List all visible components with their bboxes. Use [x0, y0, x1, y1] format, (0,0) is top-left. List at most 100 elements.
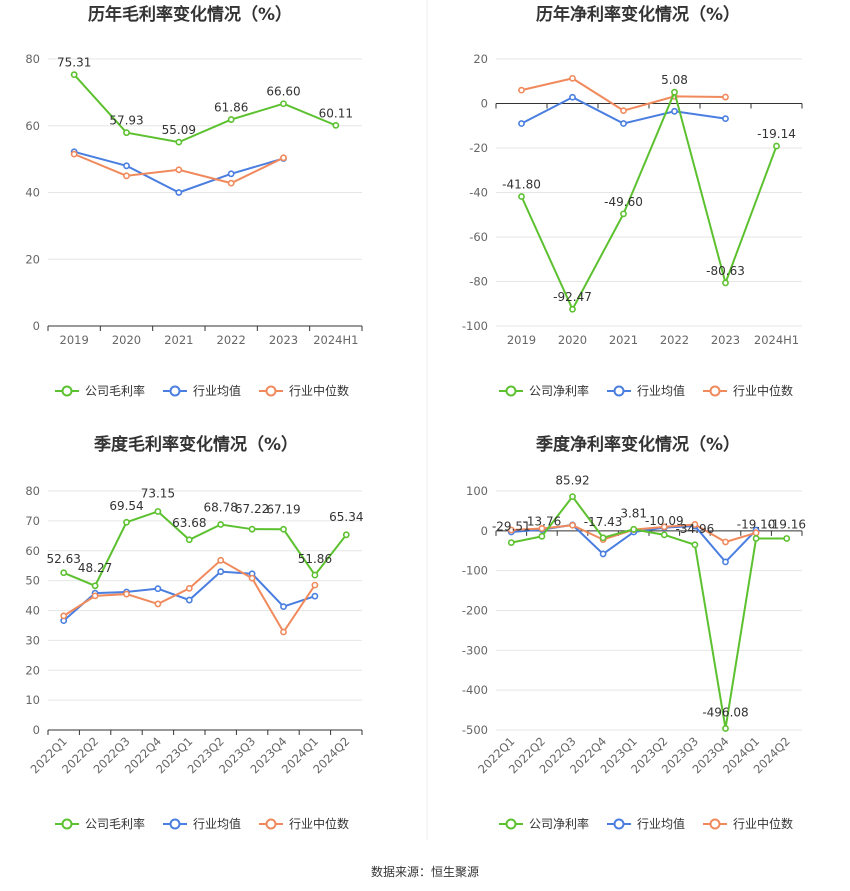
data-point [722, 538, 729, 546]
data-label: -19.10 [737, 517, 776, 531]
data-label: 75.31 [57, 56, 91, 70]
data-label: -29.51 [492, 520, 531, 534]
legend-swatch-marker [169, 818, 181, 830]
data-point [620, 120, 627, 127]
data-point [538, 525, 546, 532]
chart-annual-gross[interactable]: 历年毛利率变化情况（%） 0 20 40 60 80 2019 2020 2021 2022 202… [25, 4, 363, 398]
x-tick-label: 2024H1 [313, 333, 358, 347]
data-label: 73.15 [141, 486, 175, 500]
data-point [599, 550, 607, 558]
legend-item-1[interactable]: 行业均值 [163, 816, 241, 831]
data-label: -10.09 [645, 514, 684, 528]
y-tick-label: -100 [462, 564, 488, 578]
data-point [569, 521, 576, 529]
data-point [671, 88, 678, 96]
y-tick-label: 80 [25, 52, 40, 66]
data-point [332, 121, 340, 129]
y-tick-label: 50 [25, 574, 40, 588]
legend-item-0[interactable]: 公司毛利率 [55, 816, 145, 831]
y-tick-label: 60 [25, 119, 40, 133]
legend-item-0[interactable]: 公司毛利率 [55, 383, 145, 398]
x-tick-label: 2021 [164, 333, 193, 347]
data-point [311, 571, 319, 579]
data-point [227, 170, 235, 178]
y-tick-label: 70 [25, 514, 40, 528]
data-point [518, 120, 525, 127]
legend-swatch-marker [265, 385, 277, 397]
data-point [175, 138, 183, 146]
legend-label: 公司净利率 [529, 816, 589, 831]
data-point [599, 534, 607, 542]
y-tick-label: -20 [469, 141, 488, 155]
legend-swatch-marker [709, 818, 721, 830]
legend-item-2[interactable]: 行业中位数 [703, 816, 793, 831]
legend-swatch-marker [61, 385, 73, 397]
data-label: 48.27 [78, 561, 112, 575]
legend-item-2[interactable]: 行业中位数 [259, 816, 349, 831]
data-label: 63.68 [172, 516, 206, 530]
data-point [569, 493, 576, 501]
data-point [569, 305, 576, 313]
y-tick-label: 100 [466, 484, 488, 498]
y-tick-label: 20 [25, 252, 40, 266]
y-tick-label: -200 [462, 604, 488, 618]
data-point [722, 115, 729, 123]
data-point [185, 536, 193, 544]
data-point [342, 531, 350, 539]
data-point [569, 74, 576, 82]
legend-item-2[interactable]: 行业中位数 [703, 383, 793, 398]
legend-item-1[interactable]: 行业均值 [163, 383, 241, 398]
data-point [154, 600, 162, 608]
data-point [227, 116, 235, 123]
legend-item-1[interactable]: 行业均值 [607, 383, 685, 398]
data-label: 66.60 [266, 85, 300, 99]
legend-swatch-marker [505, 818, 517, 830]
legend-swatch-marker [265, 818, 277, 830]
legend-item-1[interactable]: 行业均值 [607, 816, 685, 831]
data-point [518, 86, 525, 94]
data-label: -17.43 [584, 515, 623, 529]
data-label: -49.60 [604, 195, 643, 209]
x-tick-label: 2022 [660, 333, 689, 347]
data-label: 67.19 [266, 502, 300, 516]
data-point [154, 508, 162, 515]
data-point [248, 525, 256, 533]
y-tick-label: 10 [25, 693, 40, 707]
data-label: 61.86 [214, 101, 248, 115]
series-line-0 [511, 494, 787, 729]
y-tick-label: 40 [25, 186, 40, 200]
x-tick-label: 2024H1 [754, 333, 799, 347]
data-point [217, 556, 225, 564]
data-point [722, 93, 729, 101]
x-tick-label: 2021 [609, 333, 638, 347]
chart-quarterly-gross[interactable]: 季度毛利率变化情况（%）010203040506070802022Q12022Q… [25, 434, 363, 831]
data-label: -92.47 [553, 290, 592, 304]
data-point [569, 93, 576, 101]
x-tick-label: 2020 [558, 333, 587, 347]
y-tick-label: 40 [25, 604, 40, 618]
data-point [91, 592, 99, 600]
y-tick-label: 60 [25, 544, 40, 558]
x-tick-label: 2019 [507, 333, 536, 347]
legend-item-0[interactable]: 公司净利率 [499, 816, 589, 831]
data-point [722, 725, 729, 732]
legend-label: 行业中位数 [733, 383, 793, 398]
series-line-0 [63, 510, 348, 588]
y-tick-label: 20 [25, 663, 40, 677]
legend-label: 行业均值 [193, 816, 241, 831]
legend-label: 公司毛利率 [85, 383, 145, 398]
y-tick-label: 30 [25, 633, 40, 647]
legend-item-2[interactable]: 行业中位数 [259, 383, 349, 398]
legend-label: 行业中位数 [289, 383, 349, 398]
y-tick-label: 80 [25, 484, 40, 498]
chart-quarterly-net[interactable]: 季度净利率变化情况（%）-500-400-300-200-10001002022… [462, 434, 806, 831]
data-label: 67.22 [235, 502, 269, 516]
legend-item-0[interactable]: 公司净利率 [499, 383, 589, 398]
data-label: 68.78 [204, 501, 238, 515]
chart-annual-net[interactable]: 历年净利率变化情况（%） -100 -80 -60 -40 -20 0 20 2019 2020 2… [462, 4, 803, 398]
y-tick-label: 20 [473, 52, 488, 66]
chart-title: 历年毛利率变化情况（%） [88, 4, 292, 25]
data-point [620, 107, 627, 115]
